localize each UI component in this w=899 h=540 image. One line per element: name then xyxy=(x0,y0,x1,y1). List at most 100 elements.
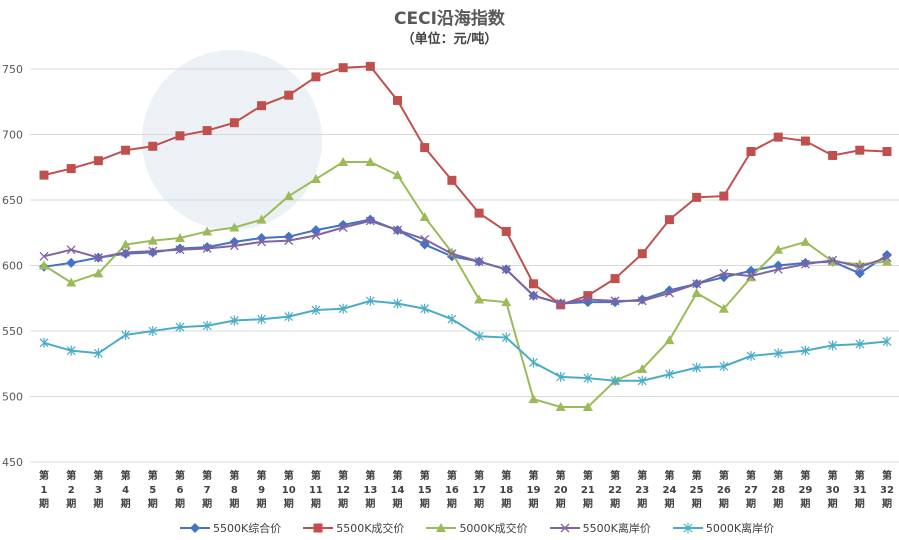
svg-text:13: 13 xyxy=(363,485,377,496)
svg-text:期: 期 xyxy=(93,497,103,510)
data-point xyxy=(257,101,267,111)
svg-text:期: 期 xyxy=(420,497,430,510)
legend: 5500K综合价 5500K成交价 5000K成交价 5500K离岸价 5000K离岸价 xyxy=(180,520,774,536)
svg-text:3: 3 xyxy=(95,485,102,496)
y-tick-label: 550 xyxy=(2,325,23,338)
data-point xyxy=(855,339,865,350)
svg-text:期: 期 xyxy=(855,497,865,510)
data-point xyxy=(800,345,810,356)
data-point xyxy=(202,226,213,236)
svg-text:第: 第 xyxy=(202,469,212,482)
svg-text:期: 期 xyxy=(474,497,484,510)
svg-text:第: 第 xyxy=(148,469,158,482)
svg-text:5: 5 xyxy=(149,485,156,496)
data-point xyxy=(555,401,566,411)
data-point xyxy=(121,329,131,340)
svg-text:期: 期 xyxy=(365,497,375,510)
svg-text:第: 第 xyxy=(528,469,538,482)
y-tick-label: 500 xyxy=(2,391,23,404)
svg-text:期: 期 xyxy=(257,497,267,510)
data-point xyxy=(365,61,375,71)
svg-text:第: 第 xyxy=(175,469,185,482)
x-tick-label: 第 28期 xyxy=(771,469,785,510)
series-3 xyxy=(39,157,892,411)
legend-label: 5000K成交价 xyxy=(459,522,528,535)
series-line xyxy=(43,161,888,408)
data-point xyxy=(637,363,648,373)
legend-swatch xyxy=(180,523,210,533)
legend-item: 5500K成交价 xyxy=(303,520,404,536)
data-point xyxy=(529,291,538,301)
data-point xyxy=(854,268,865,279)
data-point xyxy=(229,236,240,247)
data-point xyxy=(66,277,77,287)
legend-marker xyxy=(313,523,323,533)
gridlines xyxy=(30,68,899,463)
data-point xyxy=(202,244,212,253)
data-point xyxy=(583,291,593,301)
watermark-logo xyxy=(142,50,322,230)
data-point xyxy=(583,373,593,384)
x-tick-label: 第 32期 xyxy=(880,469,894,510)
data-point xyxy=(338,223,348,232)
chart-title: CECI沿海指数 xyxy=(394,9,505,29)
data-point xyxy=(529,357,538,368)
svg-text:12: 12 xyxy=(336,485,350,496)
svg-text:期: 期 xyxy=(148,497,158,510)
svg-text:第: 第 xyxy=(583,469,593,482)
svg-text:2: 2 xyxy=(68,485,75,496)
svg-text:第: 第 xyxy=(800,469,810,482)
data-point xyxy=(773,244,784,254)
series-group xyxy=(39,61,892,411)
data-point xyxy=(39,337,49,348)
x-tick-label: 第 4期 xyxy=(121,469,131,510)
data-point xyxy=(229,315,239,326)
svg-text:8: 8 xyxy=(231,485,238,496)
svg-text:期: 期 xyxy=(773,497,783,510)
svg-text:第: 第 xyxy=(39,469,49,482)
data-point xyxy=(882,147,892,157)
svg-text:第: 第 xyxy=(311,469,321,482)
x-tick-label: 第 22期 xyxy=(608,469,622,510)
data-point xyxy=(310,174,321,184)
data-point xyxy=(393,95,403,105)
svg-text:第: 第 xyxy=(93,469,103,482)
svg-text:第: 第 xyxy=(474,469,484,482)
svg-text:第: 第 xyxy=(746,469,756,482)
x-tick-label: 第 18期 xyxy=(499,469,513,510)
svg-text:27: 27 xyxy=(744,485,758,496)
legend-marker xyxy=(683,523,693,533)
data-point xyxy=(393,225,402,235)
svg-text:期: 期 xyxy=(800,497,810,510)
data-point xyxy=(528,394,539,404)
x-tick-label: 第 21期 xyxy=(581,469,595,510)
svg-text:期: 期 xyxy=(393,497,403,510)
data-point xyxy=(147,235,158,245)
svg-text:24: 24 xyxy=(662,485,676,496)
series-line xyxy=(43,218,888,305)
svg-text:32: 32 xyxy=(880,485,894,496)
data-point xyxy=(637,294,648,305)
data-point xyxy=(148,141,158,151)
series-line xyxy=(43,299,888,382)
svg-text:第: 第 xyxy=(692,469,702,482)
data-point xyxy=(365,295,375,306)
data-point xyxy=(719,268,729,278)
data-point xyxy=(447,314,457,325)
x-tick-label: 第 24期 xyxy=(662,469,676,510)
data-point xyxy=(66,164,76,174)
y-tick-label: 650 xyxy=(2,194,23,207)
data-point xyxy=(284,311,294,322)
data-point xyxy=(257,314,266,325)
chart-subtitle: （单位：元/吨） xyxy=(401,32,498,47)
svg-text:20: 20 xyxy=(554,485,568,496)
data-point xyxy=(229,222,240,232)
legend-swatch xyxy=(549,523,580,533)
legend-item: 5500K离岸价 xyxy=(549,520,651,536)
data-point xyxy=(746,350,756,361)
svg-text:第: 第 xyxy=(420,469,430,482)
y-axis-ticks: 450 500 550 600 650 700 750 xyxy=(2,63,23,469)
legend-marker xyxy=(436,523,447,532)
svg-text:10: 10 xyxy=(282,485,296,496)
svg-text:第: 第 xyxy=(719,469,729,482)
